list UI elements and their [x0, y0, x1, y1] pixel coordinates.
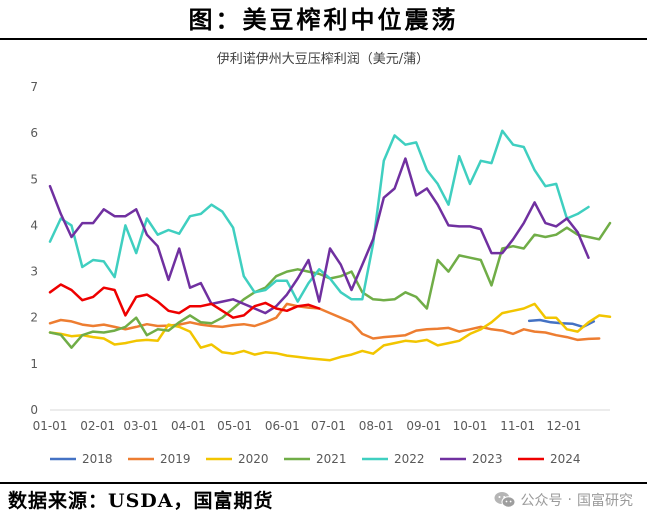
header: 图：美豆榨利中位震荡	[0, 0, 647, 40]
y-tick-label: 7	[30, 80, 38, 94]
brand-platform: 公众号	[520, 493, 563, 509]
x-tick-label: 08-01	[359, 419, 394, 433]
series-line-2022	[48, 129, 590, 303]
x-tick-label: 04-01	[171, 419, 206, 433]
y-tick-label: 0	[30, 403, 38, 417]
legend-label-2022: 2022	[394, 452, 425, 466]
x-tick-label: 10-01	[453, 419, 488, 433]
y-tick-label: 2	[30, 311, 38, 325]
series-line-2020	[48, 302, 612, 362]
wechat-icon	[494, 492, 516, 508]
chart-axes: 0 1 2 3 4 5 6 7 01-01 02-01 03-01 04-01 05-01 06-01 07…	[30, 80, 610, 433]
x-tick-label: 11-01	[500, 419, 535, 433]
soybean-crush-margin-chart: 伊利诺伊州大豆压榨利润（美元/蒲） 0 1 2 3 4 5 6 7 01-01 02-01 03-0…	[30, 51, 612, 466]
x-tick-label: 05-01	[217, 419, 252, 433]
x-tick-label: 03-01	[123, 419, 158, 433]
y-tick-label: 4	[30, 218, 38, 232]
chart-title: 伊利诺伊州大豆压榨利润（美元/蒲）	[217, 51, 429, 67]
x-tick-label: 06-01	[265, 419, 300, 433]
x-tick-label: 09-01	[406, 419, 441, 433]
source-note: 数据来源：USDA，国富期货	[8, 490, 274, 512]
y-tick-label: 3	[30, 265, 38, 279]
brand-watermark: 公众号 · 国富研究	[494, 486, 633, 514]
header-rule	[0, 38, 647, 40]
y-tick-label: 6	[30, 126, 38, 140]
y-tick-label: 1	[30, 357, 38, 371]
legend-label-2019: 2019	[160, 452, 191, 466]
series-line-2023	[48, 157, 590, 315]
chart-legend: 2018 2019 2020 2021 2022 2023 2024	[50, 452, 581, 466]
brand-separator: ·	[567, 492, 572, 508]
x-tick-label: 02-01	[80, 419, 115, 433]
legend-label-2020: 2020	[238, 452, 269, 466]
chart-series	[48, 129, 612, 362]
brand-name: 国富研究	[577, 493, 633, 509]
x-tick-label: 12-01	[546, 419, 581, 433]
x-tick-label: 07-01	[311, 419, 346, 433]
legend-label-2024: 2024	[550, 452, 581, 466]
y-tick-label: 5	[30, 172, 38, 186]
legend-label-2021: 2021	[316, 452, 347, 466]
legend-label-2023: 2023	[472, 452, 503, 466]
x-tick-label: 01-01	[33, 419, 68, 433]
page-title: 图：美豆榨利中位震荡	[188, 5, 459, 34]
series-line-2024	[48, 283, 321, 319]
legend-label-2018: 2018	[82, 452, 113, 466]
footer-rule	[0, 482, 647, 484]
